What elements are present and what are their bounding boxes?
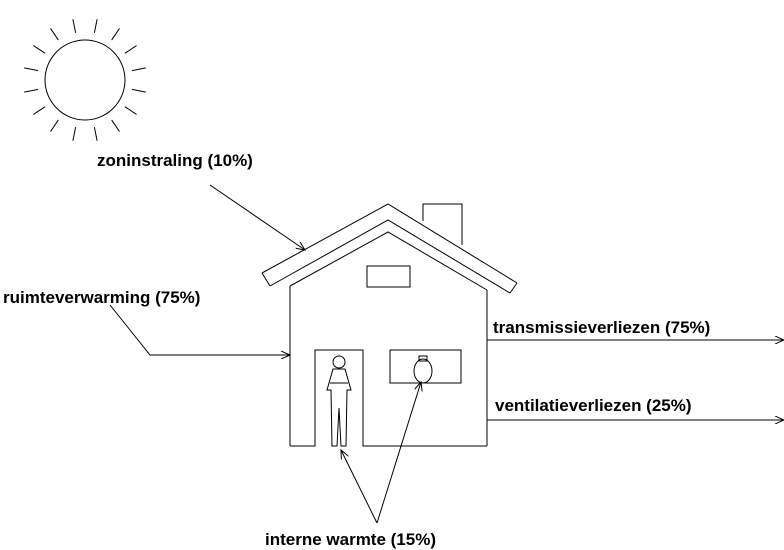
sun-ray (94, 19, 97, 33)
sun-ray (24, 89, 38, 92)
arrows (110, 185, 784, 523)
sun (24, 19, 146, 141)
sun-ray (125, 46, 137, 54)
label: ventilatieverliezen (25%) (495, 396, 692, 415)
house (262, 204, 517, 446)
diagram: zoninstraling (10%) ruimteverwarming (75… (0, 0, 784, 550)
sun-ray (132, 89, 146, 92)
label: transmissieverliezen (75%) (493, 318, 710, 337)
sun-ray (51, 120, 59, 132)
sun-ray (51, 28, 59, 40)
sun-ray (112, 28, 120, 40)
sun-ray (24, 68, 38, 71)
sun-ray (33, 46, 45, 54)
sun-ray (112, 120, 120, 132)
label: ruimteverwarming (75%) (3, 288, 200, 307)
sun-ray (73, 127, 76, 141)
label: interne warmte (15%) (265, 530, 436, 549)
sun-ray (73, 19, 76, 33)
sun-ray (132, 68, 146, 71)
sun-ray (94, 127, 97, 141)
sun-ray (125, 107, 137, 115)
sun-ray (33, 107, 45, 115)
label: zoninstraling (10%) (97, 151, 253, 170)
